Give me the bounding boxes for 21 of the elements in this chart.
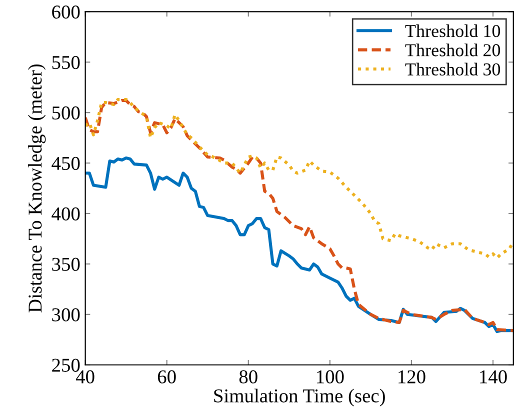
y-tick-label: 450 [52,156,80,170]
line-series [85,98,514,332]
x-axis-title: Simulation Time (sec) [214,388,385,406]
x-tick-label: 120 [398,370,426,384]
legend-label: Threshold 10 [405,24,500,38]
x-tick-label: 60 [158,370,176,384]
y-axis-title: Distance To Knowledge (meter) [28,64,46,312]
y-tick-label: 500 [52,106,80,120]
legend-label: Threshold 20 [405,44,500,56]
x-tick-label: 80 [239,370,258,384]
y-tick-label: 300 [52,308,80,322]
y-tick-label: 600 [52,5,80,19]
x-tick-label: 140 [480,370,507,384]
line-series [85,98,514,260]
y-tick-label: 550 [52,56,80,70]
legend-label: Threshold 30 [405,62,500,76]
y-tick-label: 250 [52,358,80,372]
y-tick-label: 350 [52,258,80,271]
y-tick-label: 400 [52,207,80,220]
x-tick-label: 40 [76,370,94,384]
x-tick-label: 100 [317,370,344,384]
